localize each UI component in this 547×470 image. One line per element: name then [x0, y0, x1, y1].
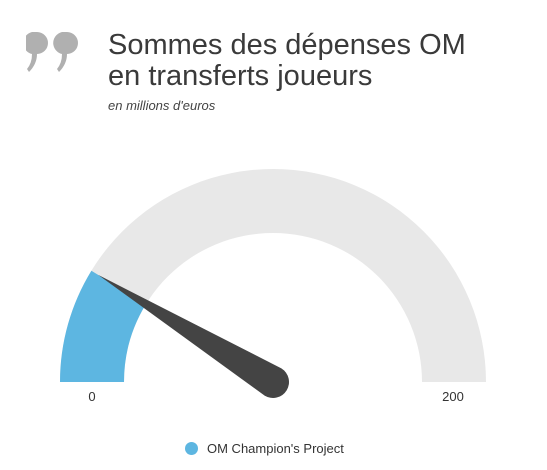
legend-label: OM Champion's Project — [207, 441, 344, 456]
chart-subtitle: en millions d'euros — [108, 98, 216, 113]
chart-title-line-2: en transferts joueurs — [108, 60, 373, 92]
title-block: Sommes des dépenses OM en transferts jou… — [108, 29, 528, 114]
gauge-value-arc — [60, 270, 146, 382]
chart-title-line-1: Sommes des dépenses OM — [108, 29, 466, 61]
quote-mark-left — [26, 32, 48, 72]
gauge-track — [60, 169, 486, 382]
legend-swatch — [185, 442, 198, 455]
quote-icon — [26, 32, 78, 72]
gauge-min-label: 0 — [88, 389, 96, 404]
gauge-max-label: 200 — [442, 389, 464, 404]
quote-mark-right — [53, 32, 78, 72]
legend: OM Champion's Project — [185, 441, 344, 456]
gauge-needle — [98, 274, 289, 398]
